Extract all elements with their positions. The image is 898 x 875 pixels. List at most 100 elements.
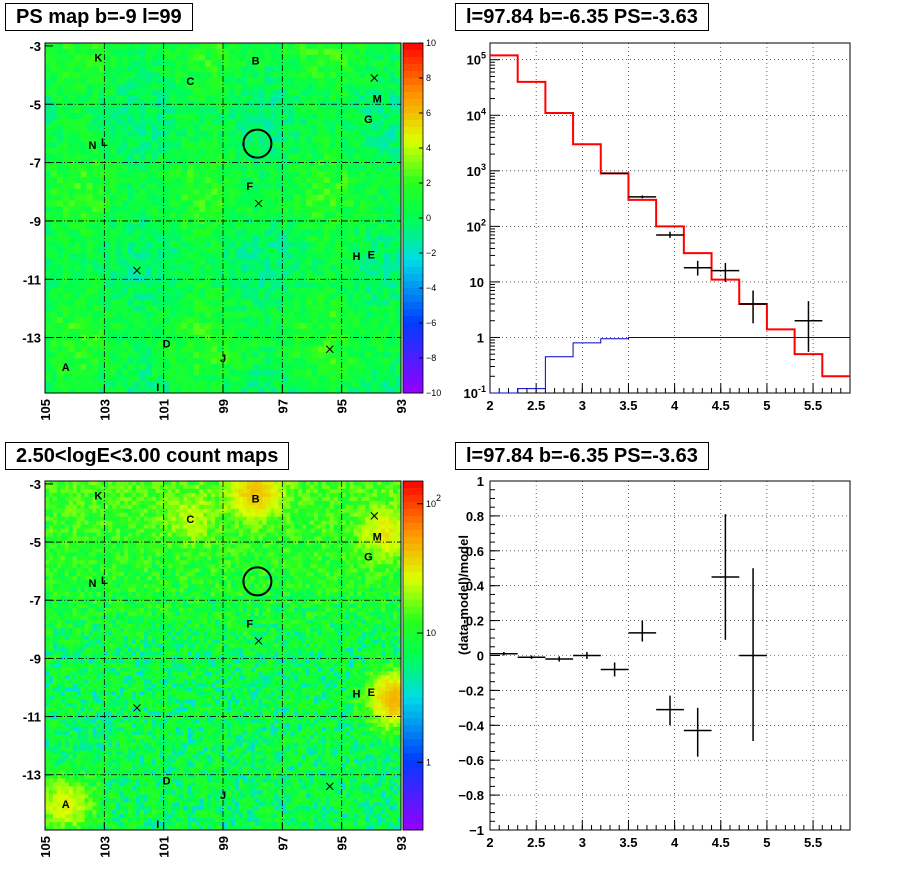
map-cell [76, 734, 81, 740]
map-cell [50, 136, 58, 143]
map-cell [76, 564, 81, 569]
map-cell [353, 78, 360, 85]
map-cell [64, 508, 70, 514]
map-cell [193, 72, 200, 79]
map-cell [62, 136, 70, 143]
map-cell [116, 317, 123, 324]
map-cell [145, 363, 153, 371]
map-cell [45, 611, 50, 617]
map-cell [223, 43, 230, 50]
map-cell [92, 323, 99, 330]
map-cell [199, 358, 206, 365]
map-cell [258, 200, 265, 207]
map-cell [64, 770, 70, 775]
map-cell [300, 247, 307, 254]
map-cell [353, 113, 360, 120]
map-cell [56, 481, 62, 486]
map-cell [92, 762, 97, 767]
map-cell [76, 651, 81, 656]
map-cell [72, 524, 78, 529]
map-cell [365, 171, 372, 178]
map-cell [76, 699, 81, 704]
map-cell [88, 516, 93, 522]
map-cell [329, 270, 337, 277]
map-cell [80, 500, 85, 506]
map-cell [60, 552, 66, 557]
map-cell [116, 323, 123, 330]
map-cell [80, 153, 87, 161]
map-cell [335, 66, 343, 73]
map-cell [306, 66, 313, 73]
map-cell [45, 671, 50, 676]
map-cell [116, 136, 123, 143]
map-cell [288, 270, 295, 277]
map-cell [80, 282, 87, 289]
map-cell [45, 532, 50, 537]
map-cell [122, 340, 129, 347]
map-cell [181, 358, 188, 365]
map-cell [84, 714, 89, 720]
map-cell [56, 317, 64, 324]
map-cell [181, 206, 188, 213]
map-cell [104, 124, 111, 131]
map-cell [68, 699, 74, 704]
map-cell [68, 375, 76, 382]
map-cell [110, 153, 117, 161]
map-cell [157, 340, 165, 347]
map-cell [60, 707, 66, 712]
map-cell [151, 148, 159, 155]
map-cell [68, 750, 74, 756]
map-cell [383, 282, 390, 289]
map-cell [359, 346, 366, 353]
map-cell [68, 711, 74, 716]
source-label-A: A [62, 362, 70, 374]
map-cell [80, 695, 85, 700]
map-cell [181, 54, 188, 61]
map-cell [377, 264, 384, 271]
map-cell [205, 317, 212, 324]
map-cell [92, 552, 97, 557]
map-cell [122, 258, 129, 266]
map-cell [72, 647, 78, 652]
map-cell [246, 124, 254, 131]
map-cell [50, 212, 58, 219]
map-cell [68, 703, 74, 708]
map-cell [282, 206, 289, 213]
map-cell [395, 241, 402, 248]
map-cell [48, 556, 54, 561]
map-cell [223, 60, 230, 67]
map-cell [264, 142, 271, 149]
map-cell [56, 766, 62, 771]
map-cell [353, 282, 360, 289]
map-cell [234, 229, 242, 236]
map-cell [335, 165, 343, 172]
map-cell [151, 346, 159, 353]
map-cell [45, 89, 52, 96]
map-cell [193, 177, 200, 184]
map-cell [76, 524, 81, 529]
map-cell [205, 212, 212, 219]
map-cell [88, 794, 93, 799]
map-cell [116, 48, 123, 56]
map-cell [341, 340, 348, 347]
map-cell [50, 241, 58, 248]
map-cell [96, 599, 101, 605]
map-cell [145, 358, 153, 365]
map-cell [45, 560, 50, 565]
map-cell [56, 675, 62, 680]
map-cell [205, 113, 212, 120]
map-cell [163, 346, 170, 353]
map-cell [312, 89, 319, 96]
map-cell [62, 381, 70, 388]
map-cell [98, 136, 105, 143]
map-cell [181, 177, 188, 184]
map-cell [80, 651, 85, 656]
map-cell [371, 229, 378, 236]
map-cell [68, 113, 76, 120]
map-cell [181, 194, 188, 201]
map-cell [228, 194, 236, 201]
map-cell [48, 552, 54, 557]
map-cell [104, 89, 111, 96]
map-cell [276, 317, 283, 324]
map-cell [211, 200, 218, 207]
